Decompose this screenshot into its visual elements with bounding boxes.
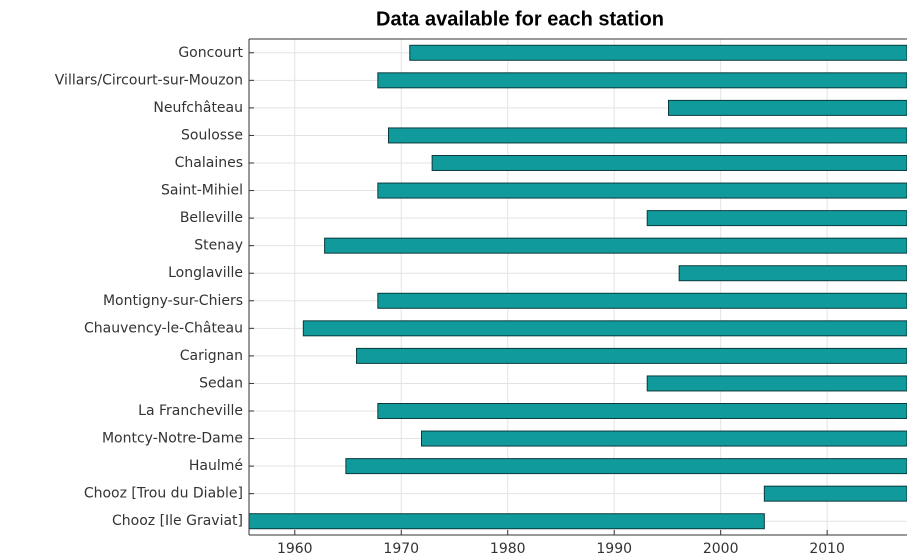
y-tick-label: Haulmé bbox=[189, 458, 243, 474]
bar bbox=[646, 375, 907, 392]
y-tick-label: Soulosse bbox=[181, 127, 243, 143]
bar bbox=[377, 72, 907, 89]
bar bbox=[377, 403, 907, 419]
y-tick-label: Chauvency-le-Château bbox=[84, 320, 243, 336]
y-tick-label: Sedan bbox=[199, 375, 243, 391]
y-tick-label: Chooz [Ile Graviat] bbox=[112, 513, 243, 529]
y-tick-label: Stenay bbox=[194, 238, 243, 254]
bar bbox=[356, 347, 907, 364]
y-tick-label: Longlaville bbox=[168, 265, 243, 281]
y-tick-label: Belleville bbox=[180, 210, 243, 226]
y-tick-label: Saint-Mihiel bbox=[161, 183, 243, 199]
bar bbox=[409, 44, 907, 61]
bar bbox=[377, 292, 907, 309]
bar bbox=[763, 485, 907, 502]
bar bbox=[345, 458, 907, 475]
x-tick-label: 1960 bbox=[277, 541, 313, 557]
y-tick-label: La Francheville bbox=[138, 403, 243, 419]
bar bbox=[431, 155, 907, 171]
bar bbox=[324, 237, 907, 254]
bar bbox=[678, 265, 907, 282]
bar bbox=[646, 210, 907, 227]
bar bbox=[302, 320, 907, 337]
y-tick-label: Goncourt bbox=[178, 45, 243, 61]
y-tick-label: Chalaines bbox=[175, 155, 243, 171]
y-tick-label: Montcy-Notre-Dame bbox=[102, 431, 243, 447]
y-tick-label: Neufchâteau bbox=[153, 100, 243, 116]
bar bbox=[387, 127, 907, 144]
chart-title: Data available for each station bbox=[376, 8, 664, 30]
x-tick-label: 1990 bbox=[596, 541, 632, 557]
y-tick-label: Villars/Circourt-sur-Mouzon bbox=[55, 72, 243, 88]
bar bbox=[668, 99, 907, 116]
bar bbox=[377, 182, 907, 199]
x-tick-label: 1980 bbox=[490, 541, 526, 557]
x-tick-label: 2000 bbox=[703, 541, 739, 557]
y-tick-label: Carignan bbox=[180, 348, 243, 364]
y-tick-label: Montigny-sur-Chiers bbox=[103, 293, 243, 309]
y-tick-label: Chooz [Trou du Diable] bbox=[84, 486, 243, 502]
x-tick-label: 1970 bbox=[383, 541, 419, 557]
bar bbox=[248, 513, 765, 530]
bar bbox=[420, 430, 907, 447]
x-tick-label: 2010 bbox=[809, 541, 845, 557]
